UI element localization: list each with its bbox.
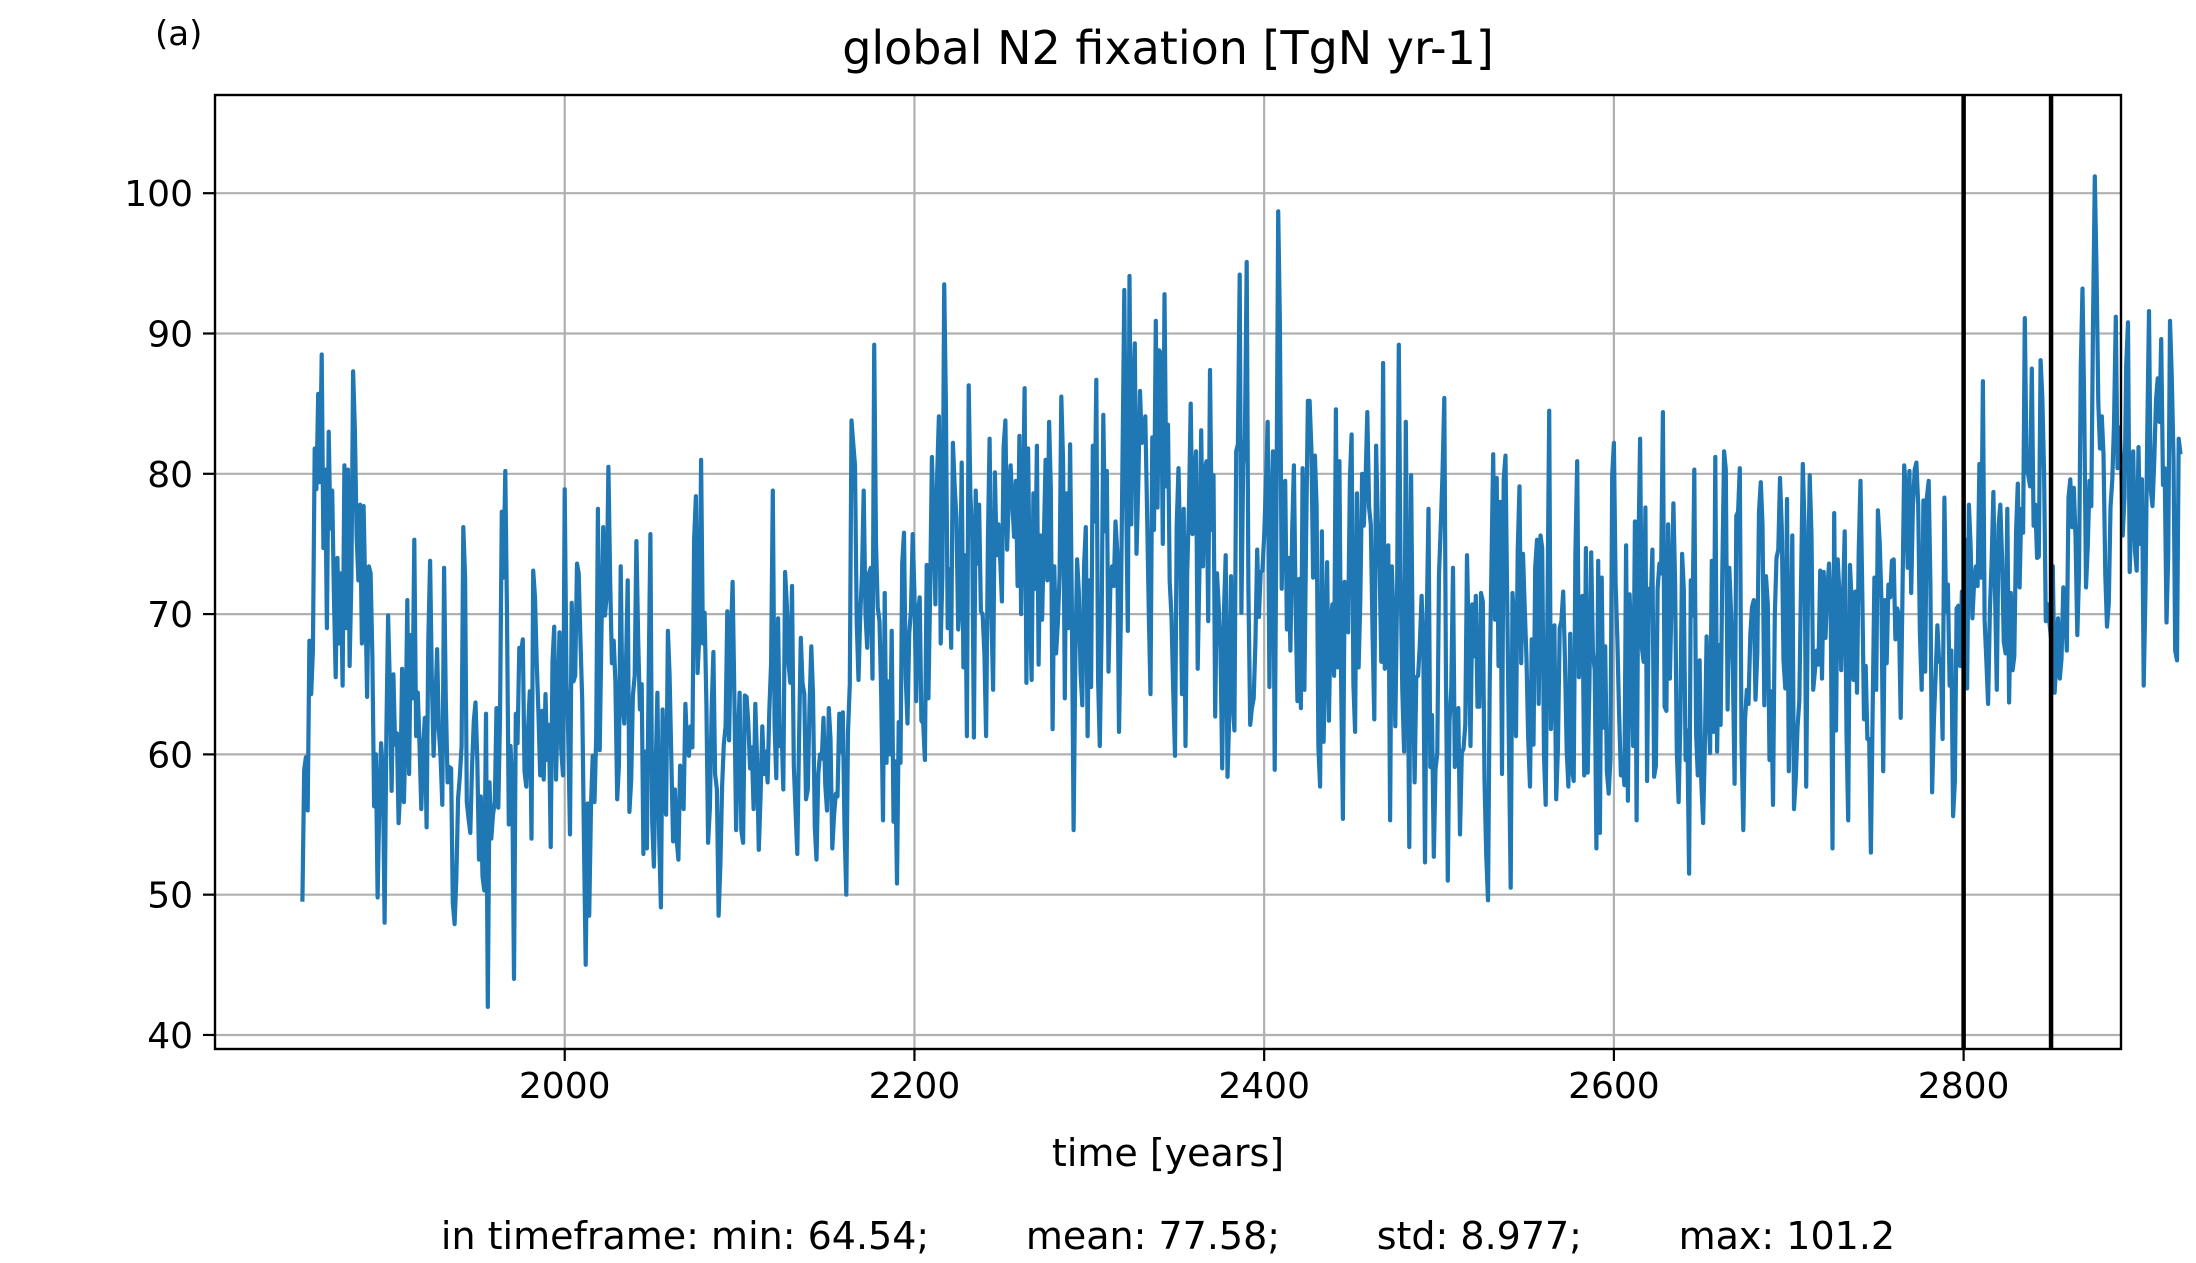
- series-layer: [300, 174, 2183, 1010]
- y-tick-label: 60: [147, 735, 193, 776]
- vertical-markers: [1961, 95, 2054, 1049]
- plot-frame: [213, 93, 2123, 1051]
- x-tick-label: 2400: [1218, 1066, 1310, 1107]
- x-tick-label: 2800: [1918, 1066, 2010, 1107]
- y-tick-label: 90: [147, 315, 193, 356]
- series-line: [300, 174, 2183, 1010]
- y-tick-label: 50: [147, 876, 193, 917]
- x-tick-label: 2200: [869, 1066, 961, 1107]
- y-tick-label: 70: [147, 595, 193, 636]
- y-tick-label: 40: [147, 1016, 193, 1057]
- x-axis-ticks: 2000 2200 2400 2600 2800: [519, 1049, 2010, 1107]
- y-tick-label: 80: [147, 455, 193, 496]
- x-tick-label: 2600: [1568, 1066, 1660, 1107]
- stats-text: in timeframe: min: 64.54; mean: 77.58; s…: [441, 1214, 1895, 1258]
- x-axis-label: time [years]: [1052, 1131, 1284, 1175]
- x-tick-label: 2000: [519, 1066, 611, 1107]
- y-axis-ticks: 40 50 60 70 80 90 100: [124, 174, 215, 1057]
- panel-label: (a): [155, 14, 202, 54]
- y-tick-label: 100: [124, 174, 193, 215]
- chart-title: global N2 fixation [TgN yr-1]: [842, 21, 1494, 75]
